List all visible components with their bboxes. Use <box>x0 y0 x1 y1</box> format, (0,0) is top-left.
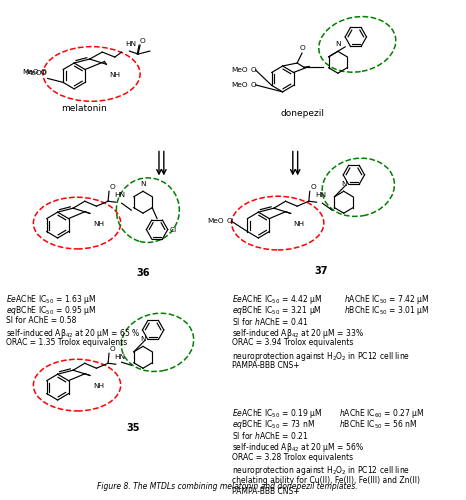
Text: $\it{eq}$BChE IC$_{50}$ = 73 nM: $\it{eq}$BChE IC$_{50}$ = 73 nM <box>232 418 315 432</box>
Text: neuroprotection against H$_2$O$_2$ in PC12 cell line: neuroprotection against H$_2$O$_2$ in PC… <box>232 464 411 477</box>
Text: Figure 8. The MTDLs combining melatonin and donepezil templates.: Figure 8. The MTDLs combining melatonin … <box>97 482 358 490</box>
Text: PAMPA-BBB CNS+: PAMPA-BBB CNS+ <box>232 487 300 496</box>
Text: ORAC = 3.94 Trolox equivalents: ORAC = 3.94 Trolox equivalents <box>232 338 354 347</box>
Text: ORAC = 1.35 Trolox equivalents: ORAC = 1.35 Trolox equivalents <box>6 338 128 347</box>
Text: O: O <box>41 70 47 76</box>
Text: self-induced Aβ$_{42}$ at 20 μM = 65 %: self-induced Aβ$_{42}$ at 20 μM = 65 % <box>6 327 141 340</box>
Text: O: O <box>299 45 305 51</box>
Text: $\it{Ee}$AChE IC$_{50}$ = 4.42 μM: $\it{Ee}$AChE IC$_{50}$ = 4.42 μM <box>232 292 322 306</box>
Text: O: O <box>110 346 116 352</box>
Text: NH: NH <box>93 384 104 390</box>
Text: $\it{h}$BChE IC$_{50}$ = 3.01 μM: $\it{h}$BChE IC$_{50}$ = 3.01 μM <box>344 304 429 317</box>
Text: N: N <box>335 42 341 48</box>
Text: $\it{Ee}$AChE IC$_{50}$ = 1.63 μM: $\it{Ee}$AChE IC$_{50}$ = 1.63 μM <box>6 292 96 306</box>
Text: $\it{h}$AChE IC$_{50}$ = 7.42 μM: $\it{h}$AChE IC$_{50}$ = 7.42 μM <box>344 292 429 306</box>
Text: PAMPA-BBB CNS+: PAMPA-BBB CNS+ <box>232 362 300 370</box>
Text: $\it{h}$BChE IC$_{50}$ = 56 nM: $\it{h}$BChE IC$_{50}$ = 56 nM <box>339 418 417 431</box>
Text: MeO: MeO <box>231 67 248 73</box>
Text: MeO: MeO <box>231 82 248 88</box>
Text: O: O <box>110 184 116 190</box>
Text: MeO: MeO <box>22 69 39 75</box>
Text: O: O <box>40 69 46 75</box>
Text: donepezil: donepezil <box>280 109 324 118</box>
Text: O: O <box>251 67 256 73</box>
Text: HN: HN <box>114 354 125 360</box>
Text: 35: 35 <box>127 423 140 433</box>
Text: O: O <box>251 82 256 88</box>
Text: self-induced Aβ$_{42}$ at 20 μM = 56%: self-induced Aβ$_{42}$ at 20 μM = 56% <box>232 442 364 454</box>
Text: NH: NH <box>93 222 104 228</box>
Text: SI for $\it{h}$AChE = 0.41: SI for $\it{h}$AChE = 0.41 <box>232 316 309 326</box>
Text: $\it{h}$AChE IC$_{60}$ = 0.27 μM: $\it{h}$AChE IC$_{60}$ = 0.27 μM <box>339 407 424 420</box>
Text: NH: NH <box>294 222 305 228</box>
Text: N: N <box>341 182 347 188</box>
Text: melatonin: melatonin <box>61 104 107 113</box>
Text: HN: HN <box>114 192 125 198</box>
Text: SI for AChE = 0.58: SI for AChE = 0.58 <box>6 316 76 324</box>
Text: MeO: MeO <box>207 218 224 224</box>
Text: 36: 36 <box>136 268 150 278</box>
Text: O: O <box>140 38 146 44</box>
Text: HN: HN <box>315 192 326 198</box>
Text: MeO: MeO <box>25 70 42 76</box>
Text: neuroprotection against H$_2$O$_2$ in PC12 cell line: neuroprotection against H$_2$O$_2$ in PC… <box>232 350 411 363</box>
Text: self-induced Aβ$_{42}$ at 20 μM = 33%: self-induced Aβ$_{42}$ at 20 μM = 33% <box>232 327 364 340</box>
Text: Cl: Cl <box>170 226 177 232</box>
Text: ORAC = 3.28 Trolox equivalents: ORAC = 3.28 Trolox equivalents <box>232 452 353 462</box>
Text: O: O <box>311 184 316 190</box>
Text: chelating ability for Cu(II), Fe(II), Fe(III) and Zn(II): chelating ability for Cu(II), Fe(II), Fe… <box>232 476 420 484</box>
Text: $\it{eq}$BChE IC$_{50}$ = 0.95 μM: $\it{eq}$BChE IC$_{50}$ = 0.95 μM <box>6 304 96 317</box>
Text: HN: HN <box>125 41 137 47</box>
Text: $\it{Ee}$AChE IC$_{50}$ = 0.19 μM: $\it{Ee}$AChE IC$_{50}$ = 0.19 μM <box>232 407 322 420</box>
Text: SI for $\it{h}$AChE = 0.21: SI for $\it{h}$AChE = 0.21 <box>232 430 308 441</box>
Text: 37: 37 <box>315 266 328 276</box>
Text: N: N <box>140 182 146 188</box>
Text: NH: NH <box>110 72 120 78</box>
Text: N: N <box>140 336 146 342</box>
Text: $\it{eq}$BChE IC$_{50}$ = 3.21 μM: $\it{eq}$BChE IC$_{50}$ = 3.21 μM <box>232 304 322 317</box>
Text: O: O <box>226 218 232 224</box>
